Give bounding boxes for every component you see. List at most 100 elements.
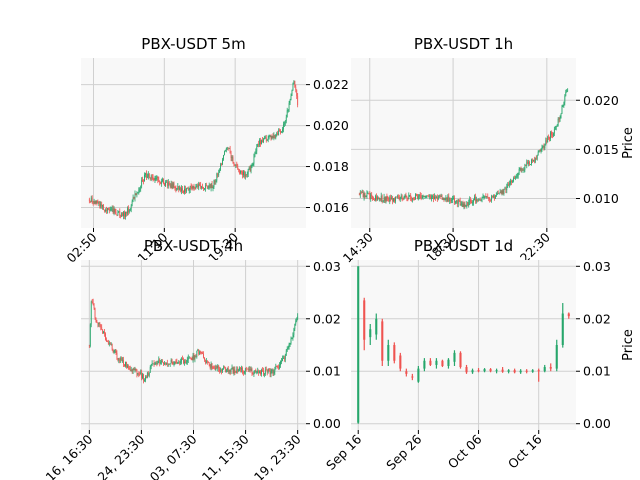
candle-body — [296, 90, 298, 97]
candle-body — [125, 361, 126, 367]
candle-body — [234, 369, 236, 372]
candle-body — [233, 369, 235, 373]
candle-body — [258, 370, 260, 373]
candle-body — [214, 368, 216, 370]
candle-body — [160, 361, 162, 364]
candle-body — [531, 370, 534, 372]
candle-body — [380, 196, 382, 201]
candle-body — [129, 368, 131, 371]
candle-body — [178, 185, 180, 190]
candle-body — [185, 361, 186, 363]
candle-body — [372, 195, 374, 200]
candle-body — [385, 196, 387, 201]
candle-body — [387, 198, 389, 200]
candle-body — [362, 192, 364, 198]
candle-body — [441, 195, 443, 200]
candle-body — [191, 358, 193, 361]
candle-body — [121, 212, 123, 217]
candle-body — [223, 155, 224, 160]
candle-body — [226, 147, 228, 149]
candle-body — [273, 371, 275, 374]
candle-body — [371, 194, 373, 196]
candle-body — [546, 140, 548, 143]
candle-body — [525, 164, 527, 166]
candle-body — [502, 190, 504, 194]
candle-body — [117, 358, 119, 360]
candle-body — [140, 372, 142, 375]
candle-body — [263, 374, 265, 375]
candle-body — [184, 188, 185, 193]
candle-body — [542, 145, 544, 148]
candle-body — [447, 196, 449, 202]
candle-body — [201, 351, 202, 353]
candle-body — [361, 192, 363, 193]
candle-body — [423, 360, 426, 369]
candle-body — [196, 350, 198, 357]
candle-body — [373, 199, 375, 200]
candle-body — [99, 201, 101, 207]
candle-body — [411, 376, 414, 378]
candle-body — [526, 161, 528, 166]
candle-body — [210, 364, 212, 368]
candle-body — [91, 301, 93, 303]
candle-body — [227, 147, 229, 149]
candle-body — [512, 181, 513, 183]
candle-body — [394, 198, 395, 202]
candle-body — [178, 362, 180, 364]
candle-body — [555, 345, 558, 369]
candle-body — [538, 150, 540, 152]
candle-body — [131, 370, 133, 372]
candle-body — [244, 174, 246, 177]
candle-body — [261, 140, 262, 145]
candle-body — [179, 188, 181, 190]
candle-body — [505, 188, 507, 190]
candle-body — [103, 204, 105, 210]
candle-body — [477, 199, 479, 201]
candle-body — [471, 370, 474, 373]
candle-body — [162, 360, 163, 363]
candle-body — [393, 198, 394, 202]
candle-body — [513, 178, 514, 182]
candle-body — [175, 187, 177, 190]
candle-body — [527, 161, 529, 164]
candle-body — [555, 126, 557, 128]
candle-body — [97, 322, 99, 325]
candle-body — [357, 266, 360, 423]
candle-body — [130, 205, 132, 210]
candle-body — [408, 195, 410, 199]
candle-body — [483, 196, 485, 198]
candle-body — [295, 86, 297, 91]
candle-body — [365, 195, 367, 197]
candle-body — [263, 370, 264, 375]
candle-body — [212, 187, 214, 189]
candle-body — [517, 173, 519, 177]
candle-body — [95, 317, 97, 323]
candle-body — [282, 358, 283, 362]
candle-body — [216, 173, 218, 181]
candle-body — [157, 176, 159, 180]
candle-body — [236, 164, 238, 166]
candle-body — [426, 195, 428, 197]
candle-body — [126, 208, 128, 214]
candle-body — [234, 165, 236, 167]
candle-body — [295, 320, 297, 324]
candle-body — [233, 163, 235, 166]
candle-body — [176, 189, 178, 191]
candle-body — [364, 193, 366, 197]
candle-body — [528, 162, 530, 164]
candle-body — [259, 371, 261, 373]
candle-body — [269, 371, 271, 375]
candle-body — [203, 187, 204, 189]
candle-body — [245, 174, 247, 176]
candle-body — [110, 208, 112, 210]
candle-body — [395, 196, 396, 202]
candle-body — [105, 333, 106, 340]
candle-body — [567, 89, 569, 91]
candle-body — [148, 173, 150, 178]
candle-body — [104, 331, 105, 334]
candle-body — [557, 118, 559, 126]
candle-body — [418, 194, 420, 197]
candle-body — [291, 90, 293, 96]
candle-body — [475, 199, 477, 202]
candle-body — [281, 131, 282, 133]
